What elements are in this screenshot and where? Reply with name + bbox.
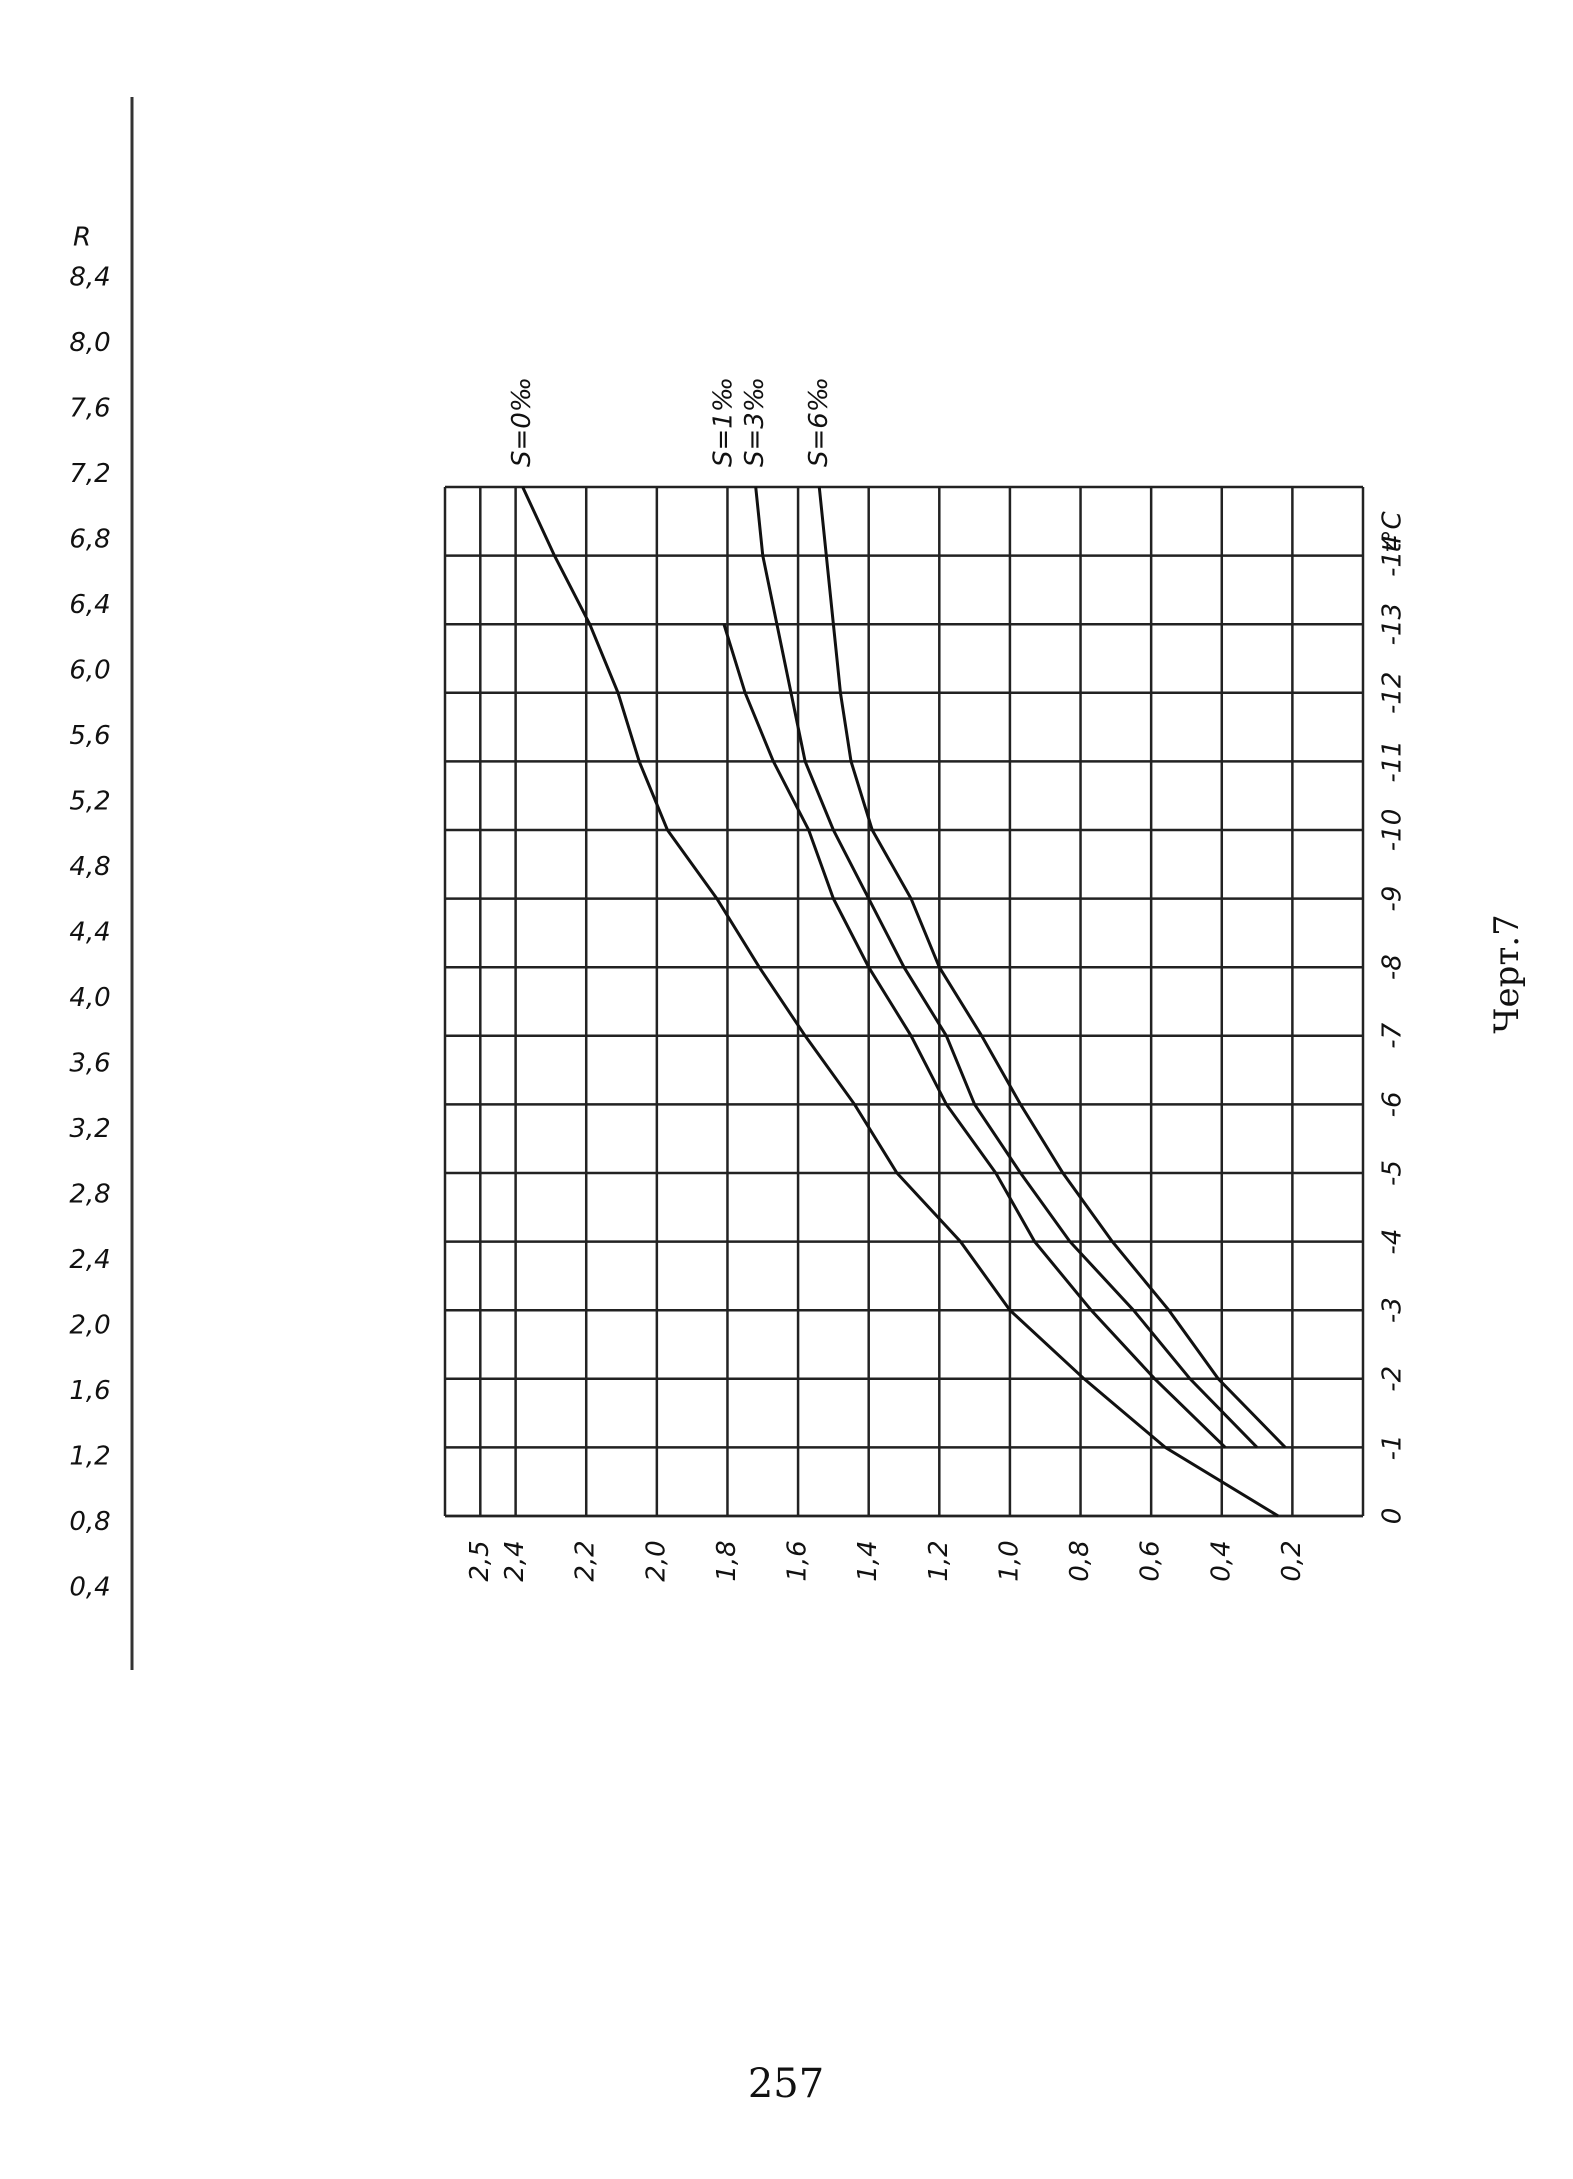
scale-label: 6,8: [69, 525, 110, 555]
x-tick-label: -14: [1378, 534, 1408, 576]
scale-label: 6,0: [69, 656, 110, 686]
y-tick-label: 1,4: [853, 1540, 883, 1581]
x-tick-label: -13: [1378, 603, 1408, 645]
curve: [722, 623, 1227, 1449]
x-axis-label: t°C: [1378, 510, 1408, 552]
scale-label: 5,6: [69, 721, 110, 751]
y-tick-label: 2,0: [641, 1540, 671, 1581]
legend-label: S=3‰: [740, 377, 770, 467]
scale-label: 5,2: [69, 787, 110, 817]
x-tick-label: -4: [1378, 1229, 1408, 1255]
legend-label: S=1‰: [708, 377, 738, 467]
y-tick-label: 1,0: [994, 1540, 1024, 1581]
x-tick-label: -7: [1378, 1022, 1408, 1048]
y-tick-label: 0,8: [1065, 1540, 1095, 1581]
scale-label: 3,6: [69, 1049, 110, 1079]
x-tick-label: -1: [1378, 1434, 1408, 1460]
x-tick-label: -10: [1378, 809, 1408, 851]
scale-label: 0,4: [69, 1573, 110, 1603]
x-tick-label: 0: [1378, 1508, 1408, 1525]
y-tick-label: 0,6: [1136, 1540, 1166, 1581]
x-tick-label: -5: [1378, 1160, 1408, 1186]
scale-label: 2,4: [69, 1245, 110, 1275]
x-tick-label: -8: [1378, 954, 1408, 980]
scale-label: 8,4: [69, 263, 110, 293]
x-tick-label: -9: [1378, 886, 1408, 912]
legend-label: S=0‰: [507, 377, 537, 467]
curve: [521, 486, 1280, 1518]
scale-label: 2,8: [69, 1180, 110, 1210]
x-tick-label: -11: [1378, 740, 1408, 782]
scale-label: 4,0: [69, 983, 110, 1013]
y-tick-label: 1,6: [783, 1540, 813, 1581]
scale-label: 3,2: [69, 1114, 110, 1144]
x-tick-label: -6: [1378, 1091, 1408, 1117]
y-tick-label: 1,2: [924, 1540, 954, 1581]
scale-label: 7,6: [69, 394, 110, 424]
scale-label: 0,8: [69, 1507, 110, 1537]
curve: [754, 486, 1259, 1449]
scale-title: R: [73, 223, 91, 253]
scale-label: 4,4: [69, 918, 110, 948]
y-tick-label: 0,4: [1206, 1540, 1236, 1581]
curve: [817, 486, 1287, 1449]
x-tick-label: -3: [1378, 1297, 1408, 1323]
y-tick-label: 2,4: [500, 1540, 530, 1581]
page-number: 257: [748, 2061, 824, 2107]
scale-label: 1,2: [69, 1442, 110, 1472]
scale-label: 2,0: [69, 1311, 110, 1341]
scale-label: 1,6: [69, 1376, 110, 1406]
y-tick-label: 1,8: [712, 1540, 742, 1581]
y-tick-label: 2,2: [571, 1540, 601, 1581]
x-tick-label: -2: [1378, 1366, 1408, 1392]
scale-label: 7,2: [69, 459, 110, 489]
scale-label: 4,8: [69, 852, 110, 882]
x-tick-label: -12: [1378, 672, 1408, 714]
legend-label: S=6‰: [804, 377, 834, 467]
y-tick-label: 2,5: [465, 1540, 495, 1581]
scale-label: 8,0: [69, 328, 110, 358]
scale-label: 6,4: [69, 590, 110, 620]
y-tick-label: 0,2: [1277, 1540, 1307, 1581]
caption: Черт.7: [1487, 914, 1527, 1033]
